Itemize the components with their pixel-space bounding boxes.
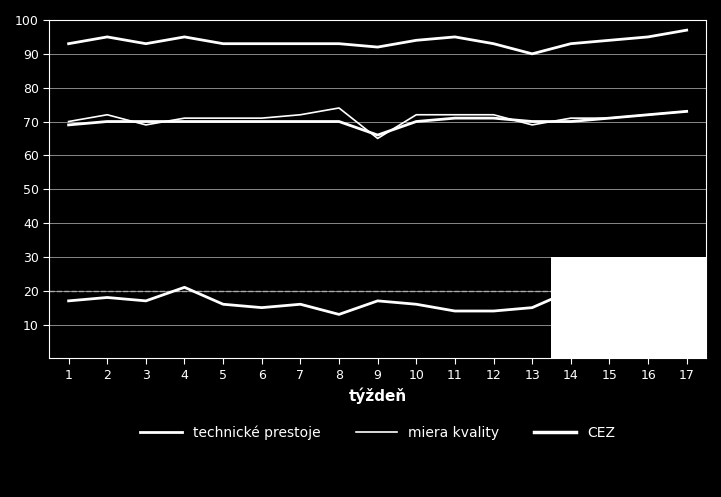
X-axis label: týždeň: týždeň [348,387,407,404]
Legend: technické prestoje, miera kvality, CEZ: technické prestoje, miera kvality, CEZ [135,419,621,445]
Bar [552,257,706,358]
